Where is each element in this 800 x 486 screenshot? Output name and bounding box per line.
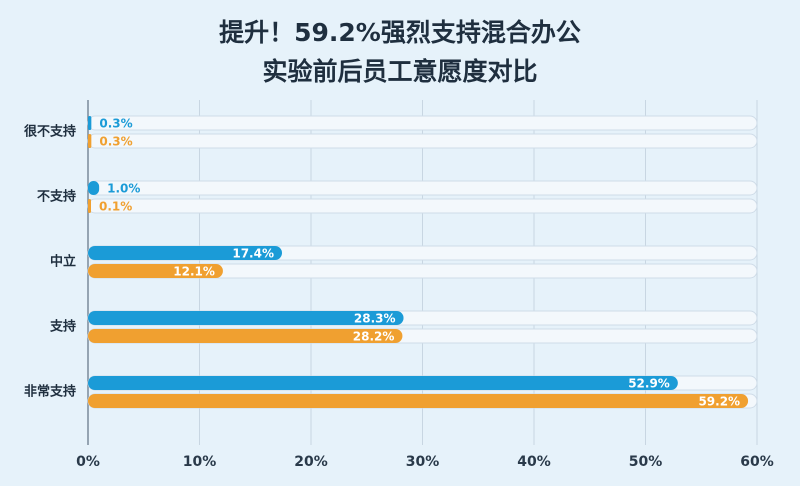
y-tick-label: 非常支持 — [24, 384, 76, 400]
value-label: 28.2% — [353, 330, 395, 344]
bar — [88, 116, 92, 130]
bar — [88, 246, 283, 260]
bar — [88, 394, 749, 408]
x-tick-label: 20% — [294, 454, 328, 470]
y-tick-label: 支持 — [49, 319, 76, 335]
x-tick-label: 30% — [406, 454, 440, 470]
value-label: 0.3% — [99, 135, 132, 149]
chart-title: 提升！59.2%强烈支持混合办公 — [219, 18, 581, 47]
bar — [88, 329, 403, 343]
x-tick-label: 50% — [629, 454, 663, 470]
bar — [88, 264, 223, 278]
bar-track — [87, 133, 758, 149]
value-label: 0.1% — [99, 200, 132, 214]
y-tick-label: 很不支持 — [24, 124, 76, 140]
value-label: 28.3% — [354, 312, 396, 326]
value-label: 1.0% — [107, 182, 140, 196]
x-tick-label: 40% — [517, 454, 551, 470]
bar-track — [87, 115, 758, 131]
bar-track — [87, 198, 758, 214]
bar — [88, 311, 404, 325]
value-label: 59.2% — [698, 395, 740, 409]
bar-track — [87, 180, 758, 196]
x-tick-label: 0% — [76, 454, 100, 470]
bar — [88, 199, 91, 213]
value-label: 0.3% — [99, 117, 132, 131]
x-tick-label: 60% — [740, 454, 774, 470]
x-tick-label: 10% — [183, 454, 217, 470]
bar — [88, 134, 92, 148]
y-tick-label: 不支持 — [37, 189, 76, 205]
chart-subtitle: 实验前后员工意愿度对比 — [262, 57, 537, 86]
bar — [88, 181, 100, 195]
y-tick-label: 中立 — [50, 254, 76, 270]
value-label: 12.1% — [173, 265, 215, 279]
value-label: 17.4% — [232, 247, 274, 261]
value-label: 52.9% — [628, 377, 670, 391]
bar — [88, 376, 678, 390]
